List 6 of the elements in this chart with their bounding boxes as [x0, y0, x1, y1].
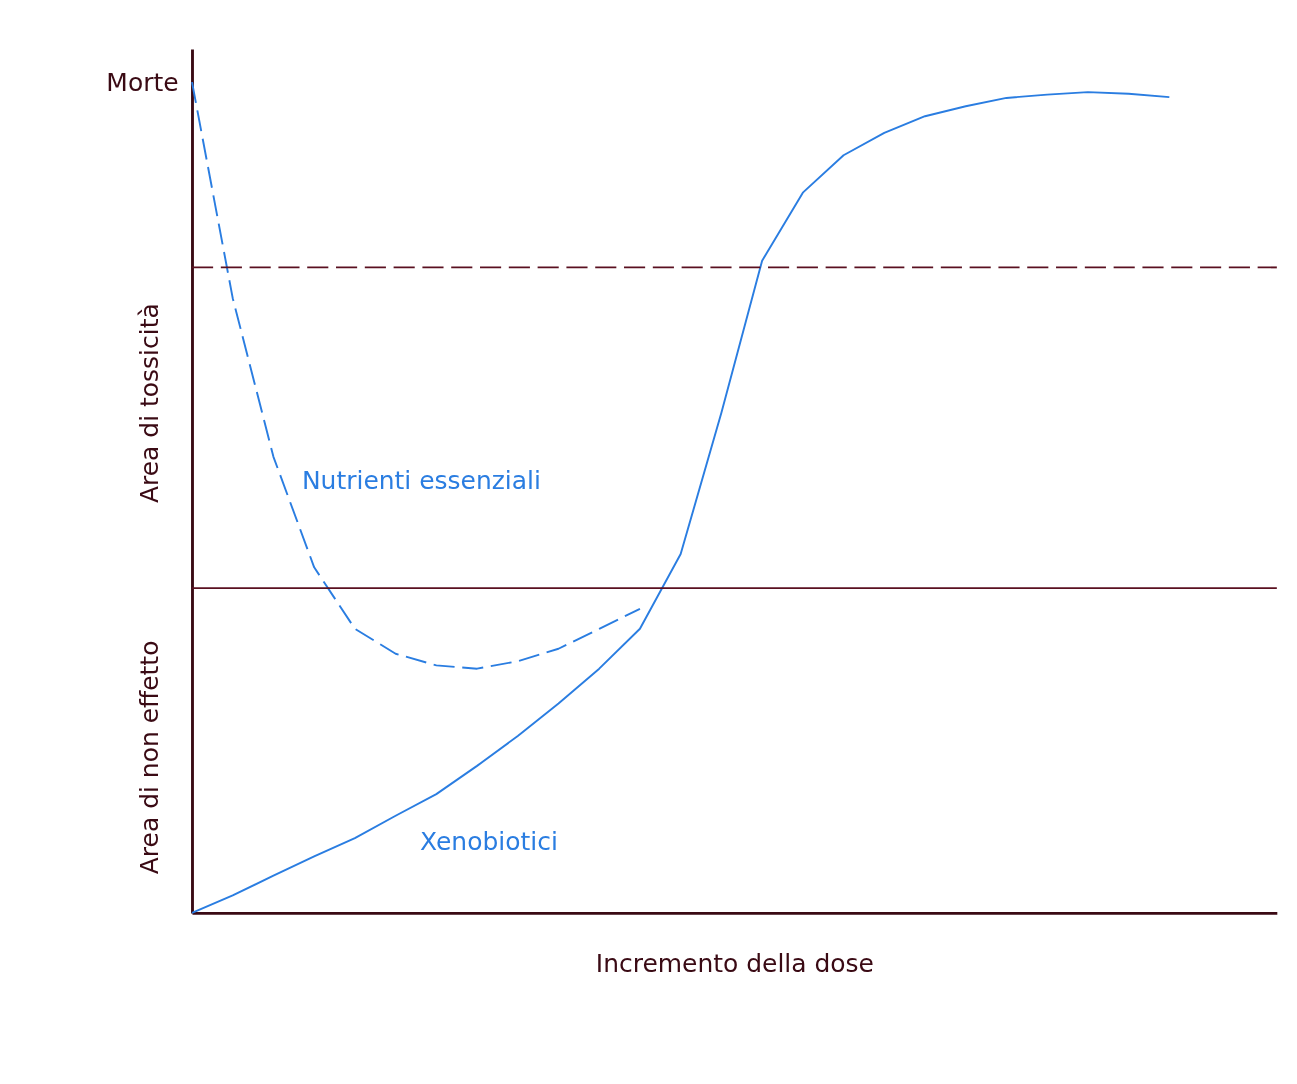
text: Area di non effetto — [135, 640, 165, 875]
series-label: Nutrienti essenziali — [301, 465, 541, 495]
series-label: Xenobiotici — [420, 827, 558, 856]
annotation: Morte — [106, 68, 179, 98]
x-axis-title: Incremento della dose — [595, 948, 874, 978]
text: Area di tossicità — [135, 303, 165, 504]
